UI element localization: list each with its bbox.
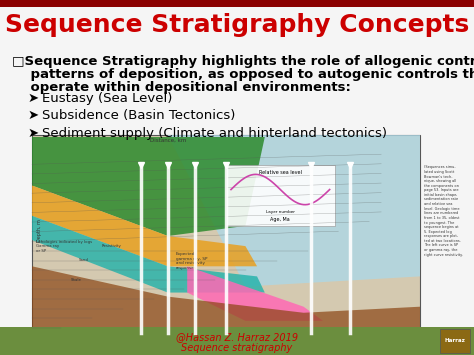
- Text: Expected
gamma ray, SP
and resistivity
responses: Expected gamma ray, SP and resistivity r…: [175, 252, 207, 270]
- Text: Eustasy (Sea Level): Eustasy (Sea Level): [42, 92, 173, 105]
- Text: (Sequences simu-
lated using Scott
Bowman's tech-
nique, showing all
the compone: (Sequences simu- lated using Scott Bowma…: [424, 165, 463, 257]
- Text: patterns of deposition, as opposed to autogenic controls that: patterns of deposition, as opposed to au…: [12, 68, 474, 81]
- Text: ➤: ➤: [28, 92, 39, 105]
- Text: Harraz: Harraz: [445, 339, 465, 344]
- Text: Resistivity: Resistivity: [102, 244, 122, 248]
- Text: Sediment supply (Climate and hinterland tectonics): Sediment supply (Climate and hinterland …: [42, 127, 387, 140]
- Text: Age, Ma: Age, Ma: [271, 217, 290, 222]
- Text: Sequence Stratigraphy Concepts: Sequence Stratigraphy Concepts: [5, 13, 469, 37]
- FancyBboxPatch shape: [32, 135, 420, 337]
- Text: ➤: ➤: [28, 109, 39, 122]
- FancyBboxPatch shape: [440, 329, 470, 353]
- Text: Depth, m: Depth, m: [37, 219, 42, 242]
- Text: Sand: Sand: [79, 258, 89, 262]
- Text: Subsidence (Basin Tectonics): Subsidence (Basin Tectonics): [42, 109, 236, 122]
- Polygon shape: [32, 137, 265, 236]
- Text: Relative sea level: Relative sea level: [259, 170, 302, 175]
- Text: @Hassan Z. Harraz 2019: @Hassan Z. Harraz 2019: [176, 332, 298, 342]
- Polygon shape: [32, 266, 420, 337]
- Text: operate within depositional environments:: operate within depositional environments…: [12, 81, 351, 94]
- Text: Lithologies indicated by logs
Gamma ray
or SP: Lithologies indicated by logs Gamma ray …: [36, 240, 92, 253]
- FancyBboxPatch shape: [0, 327, 474, 355]
- Polygon shape: [187, 266, 323, 321]
- Text: Distance, km: Distance, km: [150, 138, 186, 143]
- Text: □Sequence Stratigraphy highlights the role of allogenic controls on: □Sequence Stratigraphy highlights the ro…: [12, 55, 474, 68]
- Text: Shale: Shale: [71, 278, 82, 283]
- Text: ➤: ➤: [28, 127, 39, 140]
- Text: Layer number: Layer number: [266, 210, 295, 214]
- Polygon shape: [32, 186, 257, 266]
- Text: Sequence stratigraphy: Sequence stratigraphy: [182, 343, 292, 353]
- FancyBboxPatch shape: [226, 165, 335, 226]
- Polygon shape: [168, 135, 420, 286]
- FancyBboxPatch shape: [0, 0, 474, 7]
- Polygon shape: [32, 216, 265, 293]
